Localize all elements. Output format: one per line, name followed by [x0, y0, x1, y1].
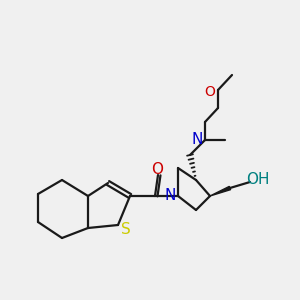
Text: N: N [191, 133, 203, 148]
Text: OH: OH [246, 172, 270, 188]
Text: O: O [151, 161, 163, 176]
Polygon shape [210, 186, 231, 196]
Text: N: N [164, 188, 176, 203]
Text: O: O [205, 85, 215, 99]
Text: S: S [121, 221, 131, 236]
